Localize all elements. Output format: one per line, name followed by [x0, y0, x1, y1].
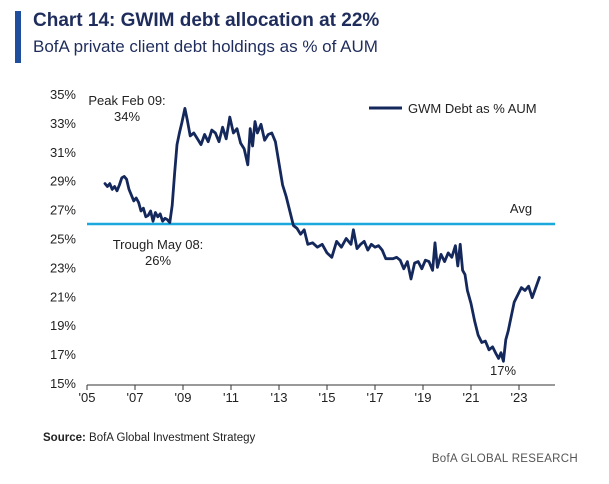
- annotation-low: 17%: [490, 363, 516, 378]
- y-tick-label: 27%: [50, 203, 76, 218]
- legend-label: GWM Debt as % AUM: [408, 101, 537, 116]
- series-group: [103, 107, 541, 363]
- annotation-low-line: 17%: [490, 363, 516, 378]
- x-tick-label: '19: [415, 390, 432, 405]
- x-tick-label: '05: [79, 390, 96, 405]
- source-label: Source:: [43, 432, 86, 444]
- x-axis: '05 '07 '09 '11 '13 '15 '17 '19 '21 '23: [79, 384, 555, 405]
- x-tick-label: '09: [175, 390, 192, 405]
- average-reference: Avg: [87, 201, 555, 226]
- source-note: Source: BofA Global Investment Strategy: [43, 432, 255, 444]
- x-tick-label: '07: [127, 390, 144, 405]
- x-tick-label: '17: [367, 390, 384, 405]
- annotation-peak: Peak Feb 09: 34%: [88, 93, 165, 124]
- y-tick-label: 35%: [50, 87, 76, 102]
- y-tick-label: 23%: [50, 260, 76, 275]
- title-accent-bar: [15, 11, 21, 63]
- line-chart: 15% 17% 19% 21% 23% 25% 27% 29% 31% 33% 35% '05 '07…: [50, 87, 555, 405]
- annotation-trough-line: Trough May 08:: [113, 237, 204, 252]
- annotations: Peak Feb 09: 34% Trough May 08: 26% 17%: [88, 93, 516, 378]
- average-label: Avg: [510, 201, 532, 216]
- chart-title: Chart 14: GWIM debt allocation at 22%: [33, 10, 380, 31]
- y-tick-label: 33%: [50, 116, 76, 131]
- source-text: BofA Global Investment Strategy: [89, 432, 256, 444]
- x-tick-label: '13: [271, 390, 288, 405]
- annotation-trough: Trough May 08: 26%: [113, 237, 204, 268]
- series-line: [103, 107, 541, 363]
- annotation-peak-line: 34%: [114, 109, 140, 124]
- annotation-peak-line: Peak Feb 09:: [88, 93, 165, 108]
- y-tick-label: 29%: [50, 174, 76, 189]
- y-tick-label: 25%: [50, 232, 76, 247]
- y-tick-label: 31%: [50, 145, 76, 160]
- x-tick-label: '15: [319, 390, 336, 405]
- y-tick-label: 15%: [50, 376, 76, 391]
- brand-label: BofA GLOBAL RESEARCH: [431, 453, 578, 465]
- legend: GWM Debt as % AUM: [369, 101, 537, 116]
- chart-subtitle: BofA private client debt holdings as % o…: [33, 37, 378, 56]
- x-tick-label: '21: [463, 390, 480, 405]
- annotation-trough-line: 26%: [145, 253, 171, 268]
- y-axis-tick-labels: 15% 17% 19% 21% 23% 25% 27% 29% 31% 33% 35%: [50, 87, 76, 391]
- y-tick-label: 21%: [50, 289, 76, 304]
- x-tick-label: '11: [223, 390, 239, 405]
- y-tick-label: 19%: [50, 318, 76, 333]
- x-tick-label: '23: [511, 390, 528, 405]
- y-tick-label: 17%: [50, 347, 76, 362]
